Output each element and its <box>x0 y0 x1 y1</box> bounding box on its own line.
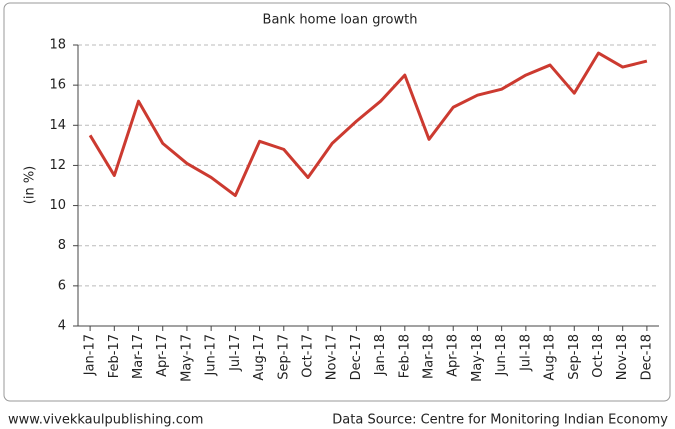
x-tick-label: Jun-17 <box>204 334 219 377</box>
x-tick-label: Mar-17 <box>131 334 146 379</box>
source: Data Source: Centre for Monitoring India… <box>332 413 668 428</box>
x-tick-label: Jul-18 <box>518 334 533 372</box>
x-tick-label: Sep-18 <box>567 334 582 380</box>
x-tick-label: Feb-17 <box>107 334 122 378</box>
x-tick-label: Dec-17 <box>349 334 364 380</box>
x-tick-label: May-18 <box>470 334 485 382</box>
x-tick-label: Jan-17 <box>83 334 98 376</box>
y-tick-label: 8 <box>58 238 66 253</box>
y-tick-label: 4 <box>58 319 66 334</box>
x-tick-label: Apr-18 <box>446 334 461 377</box>
x-tick-label: Nov-18 <box>615 334 630 380</box>
x-tick-label: Nov-17 <box>325 334 340 380</box>
x-tick-label: Jul-17 <box>228 334 243 372</box>
y-tick-label: 16 <box>49 78 66 93</box>
website: www.vivekkaulpublishing.com <box>8 413 203 428</box>
x-tick-label: Sep-17 <box>276 334 291 380</box>
chart-title: Bank home loan growth <box>263 13 418 28</box>
x-tick-label: Oct-18 <box>591 334 606 378</box>
y-tick-label: 6 <box>58 278 66 293</box>
chart-frame <box>3 2 671 402</box>
x-tick-label: Mar-18 <box>422 334 437 379</box>
x-tick-label: Dec-18 <box>639 334 654 380</box>
x-tick-label: Jan-18 <box>373 334 388 376</box>
x-tick-label: Feb-18 <box>397 334 412 378</box>
x-tick-label: May-17 <box>179 334 194 382</box>
y-tick-label: 14 <box>49 118 66 133</box>
data-line <box>88 51 648 198</box>
y-tick-label: 12 <box>49 158 66 173</box>
x-tick-label: Apr-17 <box>155 334 170 377</box>
y-tick-label: 10 <box>49 198 66 213</box>
x-tick-label: Aug-18 <box>543 334 558 381</box>
y-tick-label: 18 <box>49 38 66 53</box>
y-axis-label: (in %) <box>23 166 38 204</box>
x-tick-label: Oct-17 <box>300 334 315 378</box>
x-tick-label: Jun-18 <box>494 334 509 377</box>
x-tick-label: Aug-17 <box>252 334 267 381</box>
